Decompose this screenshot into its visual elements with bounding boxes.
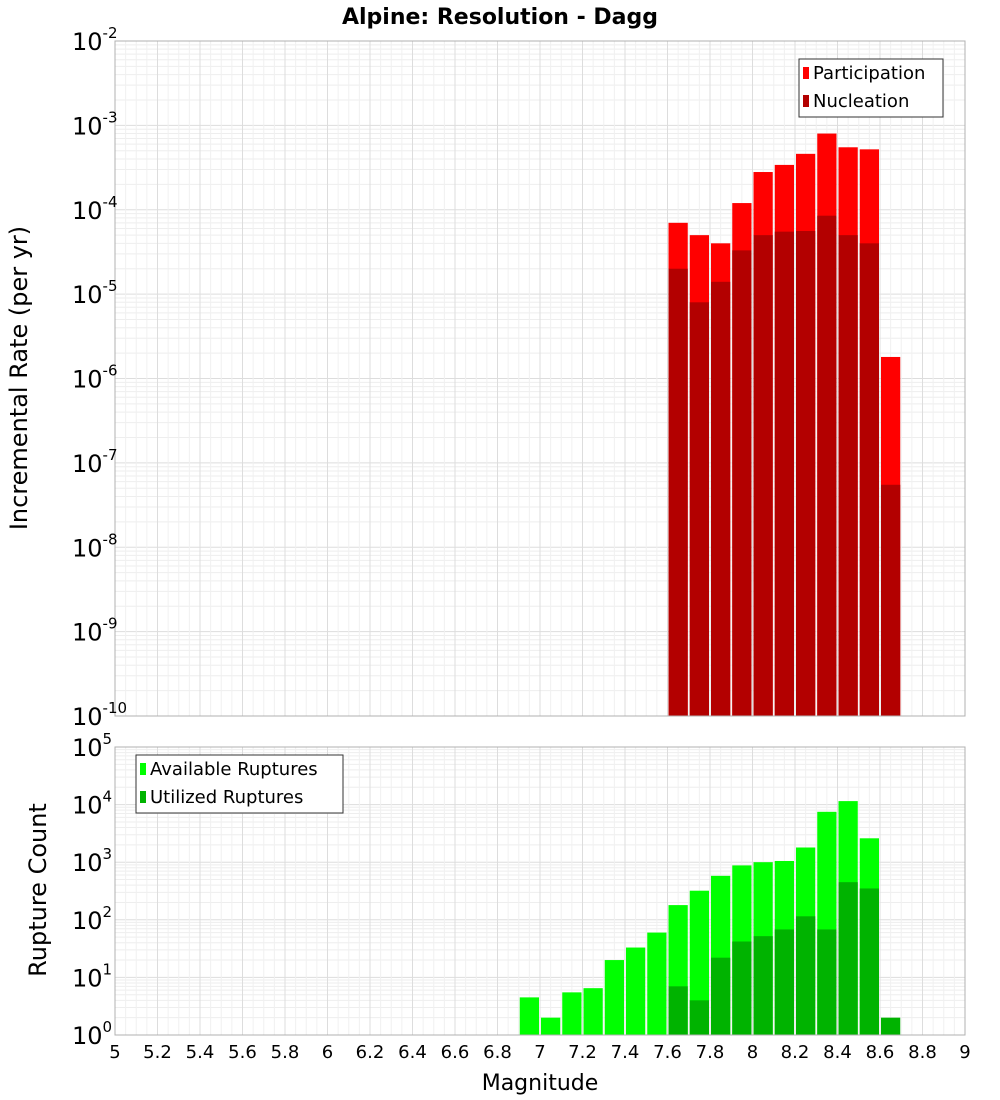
bottom-y-tick-label: 101 [72,960,112,992]
top-legend: Participation Nucleation [798,58,944,118]
x-tick-label: 6.6 [441,1042,470,1063]
bottom-legend-swatch [140,763,146,775]
x-tick-label: 5.4 [186,1042,215,1063]
x-tick-label: 9 [959,1042,970,1063]
top-legend-swatch [803,95,809,107]
top-bar-series2 [711,281,731,716]
bottom-bar-series1 [647,932,667,1035]
top-bar-series2 [796,230,816,716]
x-tick-label: 5.2 [143,1042,172,1063]
bottom-y-tick-label: 100 [72,1018,112,1050]
x-axis-label: Magnitude [482,1071,599,1096]
x-tick-label: 8.4 [823,1042,852,1063]
bottom-bar-series2 [711,957,731,1035]
bottom-bar-series1 [562,992,582,1035]
x-tick-label: 7.8 [696,1042,725,1063]
bottom-y-tick-label: 104 [72,788,112,820]
bottom-bar-series1 [689,890,709,1035]
bottom-bar-series2 [881,1017,901,1035]
bottom-bar-series2 [796,916,816,1035]
x-tick-label: 6 [322,1042,333,1063]
top-bar-series2 [881,484,901,716]
bottom-y-axis-label: Rupture Count [24,803,52,977]
x-tick-label: 8 [747,1042,758,1063]
top-y-tick-label: 10-9 [72,615,118,647]
top-y-tick-label: 10-4 [72,193,118,225]
x-tick-label: 6.4 [398,1042,427,1063]
x-tick-label: 6.2 [356,1042,385,1063]
top-legend-swatch [803,67,809,79]
top-bar-series2 [774,231,794,716]
x-tick-label: 7.4 [611,1042,640,1063]
top-y-tick-label: 10-6 [72,362,118,394]
x-tick-label: 5 [109,1042,120,1063]
bottom-bar-series2 [689,1000,709,1035]
top-plot-frame [114,40,966,717]
top-bar-series2 [817,215,837,717]
bottom-legend-swatch [140,791,146,803]
bottom-plot-frame [114,746,966,1036]
bottom-bar-series2 [753,936,773,1035]
x-tick-label: 7.6 [653,1042,682,1063]
bottom-panel: 100 101 102 103 104 105 Available Ruptures Util… [72,730,966,1050]
x-tick-label: 8.6 [866,1042,895,1063]
bottom-y-tick-label: 105 [72,730,112,762]
x-tick-label: 5.6 [228,1042,257,1063]
top-y-tick-label: 10-2 [72,24,118,56]
bottom-legend-box [135,754,344,814]
bottom-bar-series2 [774,929,794,1035]
bottom-bar-series2 [668,986,688,1035]
bottom-bar-series2 [817,929,837,1035]
top-y-axis-label: Incremental Rate (per yr) [5,226,33,530]
bottom-bar-series2 [838,882,858,1035]
x-tick-label: 7 [534,1042,545,1063]
x-tick-label: 7.2 [568,1042,597,1063]
x-tick-label: 8.2 [781,1042,810,1063]
bottom-legend-label: Utilized Ruptures [150,787,303,808]
top-bar-series2 [668,268,688,716]
bottom-legend: Available Ruptures Utilized Ruptures [135,754,344,814]
top-legend-label: Participation [813,63,925,84]
top-y-tick-label: 10-8 [72,530,118,562]
top-y-tick-label: 10-7 [72,446,118,478]
bottom-bar-series2 [732,941,752,1035]
bottom-bar-series2 [859,888,879,1035]
top-y-tick-label: 10-10 [72,699,127,731]
bottom-bar-series1 [604,960,624,1035]
top-bar-series2 [838,235,858,716]
chart-title: Alpine: Resolution - Dagg [342,5,658,30]
bottom-bar-series1 [583,988,603,1035]
bottom-legend-label: Available Ruptures [150,759,318,780]
top-bar-series2 [859,243,879,717]
top-panel: 10-10 10-9 10-8 10-7 10-6 10-5 10-4 10-3 10-2 Par… [72,24,966,731]
bottom-bar-series1 [541,1017,561,1035]
top-legend-box [798,58,944,118]
x-tick-label: 8.8 [908,1042,937,1063]
top-legend-label: Nucleation [813,91,909,112]
bottom-y-tick-label: 103 [72,845,112,877]
bottom-bar-series1 [519,997,539,1035]
top-bar-series2 [732,250,752,717]
top-y-tick-label: 10-3 [72,108,118,140]
top-bar-series2 [689,302,709,716]
x-tick-label: 5.8 [271,1042,300,1063]
bottom-bar-series1 [626,947,646,1035]
x-tick-label: 6.8 [483,1042,512,1063]
top-y-tick-label: 10-5 [72,277,118,309]
top-bar-series2 [753,235,773,716]
bottom-y-tick-label: 102 [72,903,112,935]
